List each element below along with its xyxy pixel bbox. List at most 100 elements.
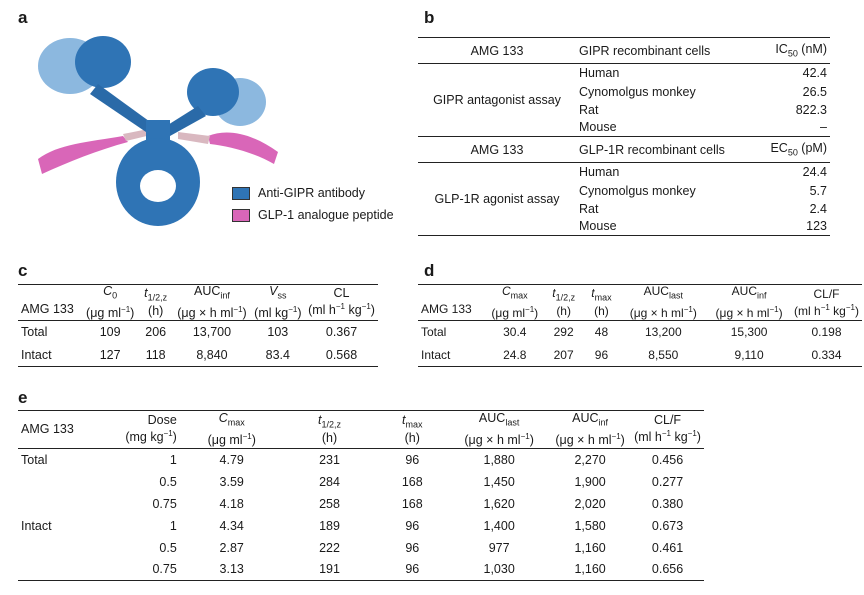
- legend-item-antibody: Anti-GIPR antibody: [232, 186, 365, 200]
- b-h2-cells: GLP-1R recombinant cells: [579, 142, 725, 157]
- b-species: Mouse: [579, 219, 617, 234]
- d-cell: 9,110: [734, 347, 764, 362]
- table-row: 0.75 4.18 258 168 1,620 2,020 0.380: [18, 493, 704, 515]
- e-cell: [18, 493, 100, 515]
- c-h-amg: AMG 133: [21, 302, 74, 316]
- panel-label-e: e: [18, 388, 28, 407]
- e-cell: 168: [401, 474, 423, 489]
- e-cell: 0.656: [651, 562, 684, 577]
- e-cell: 0.75: [152, 562, 177, 577]
- c-cell: 127: [99, 347, 121, 362]
- panel-label-b: b: [424, 8, 435, 27]
- e-cell: 1,160: [574, 540, 606, 555]
- e-cell: 189: [319, 518, 340, 533]
- table-row: Cynomolgus monkey 26.5: [418, 83, 830, 101]
- b-species: Mouse: [579, 120, 617, 135]
- e-h-thalf: t1/2,z (h): [318, 413, 341, 445]
- peptide-swatch: [232, 208, 250, 222]
- antibody-swatch: [232, 186, 250, 200]
- d-h-auclast: AUClast (μg × h ml−1): [629, 284, 697, 320]
- b-species: Rat: [579, 201, 599, 216]
- e-cell: 1,160: [574, 562, 606, 577]
- e-cell: 168: [401, 496, 423, 511]
- table-row: Total 30.4 292 48 13,200 15,300 0.198: [418, 321, 862, 344]
- b-species: Human: [579, 66, 620, 81]
- e-cell: 2.87: [219, 540, 244, 555]
- c-cell: 103: [267, 325, 289, 340]
- e-cell: 2,270: [574, 452, 606, 467]
- e-cell: 96: [405, 452, 420, 467]
- e-cell: 0.456: [651, 452, 684, 467]
- table-c-pk: AMG 133 C0 (μg ml−1) t1/2,z (h) AUCinf (μg …: [18, 284, 378, 367]
- fc-hole: [140, 170, 176, 202]
- linker-right: [178, 132, 210, 144]
- d-h-clf: CL/F (ml h−1 kg−1): [794, 286, 859, 318]
- e-cell: 0.277: [651, 474, 684, 489]
- b-h2-amg: AMG 133: [470, 142, 524, 157]
- d-cell: 292: [553, 325, 574, 340]
- d-cell: 48: [594, 325, 609, 340]
- table-e-pk: AMG 133 Dose (mg kg−1) Cmax (μg ml−1) t1/2…: [18, 410, 704, 581]
- e-cell: 96: [405, 562, 420, 577]
- e-h-aucinf: AUCinf (μg × h ml−1): [555, 411, 625, 447]
- c-cell: 109: [99, 325, 121, 340]
- b-species: Human: [579, 165, 620, 180]
- e-cell: [18, 537, 100, 559]
- table-d-pk: AMG 133 Cmax (μg ml−1) t1/2,z (h) tmax (h) …: [418, 284, 862, 367]
- e-cell: 0.75: [152, 496, 177, 511]
- c-cell: 13,700: [192, 325, 232, 340]
- e-cell: 231: [319, 452, 340, 467]
- table-row: Intact 24.8 207 96 8,550 9,110 0.334: [418, 344, 862, 367]
- b-assay-gipr: GIPR antagonist assay: [433, 93, 561, 107]
- panel-label-a: a: [18, 8, 28, 27]
- e-cell: 1: [169, 452, 177, 467]
- b-assay-glp1r: GLP-1R agonist assay: [434, 192, 560, 206]
- b-value: –: [820, 120, 827, 135]
- d-h-tmax: tmax (h): [591, 286, 612, 318]
- c-h-vss: Vss (ml kg−1): [254, 284, 302, 320]
- table-c-header: AMG 133 C0 (μg ml−1) t1/2,z (h) AUCinf (μg …: [18, 284, 378, 321]
- e-cell: 977: [488, 540, 510, 555]
- d-h-thalf: t1/2,z (h): [552, 286, 576, 318]
- e-cell: 1,900: [574, 474, 606, 489]
- table-b-header-1: AMG 133 GIPR recombinant cells IC50 (nM): [418, 37, 830, 64]
- e-cell: 1: [169, 518, 177, 533]
- d-cell: 24.8: [503, 347, 527, 362]
- b-h-amg: AMG 133: [470, 43, 524, 58]
- b-value: 822.3: [795, 102, 827, 117]
- e-cell: 1,880: [483, 452, 515, 467]
- panel-label-c: c: [18, 261, 28, 280]
- b-species: Cynomolgus monkey: [579, 183, 696, 198]
- peptide-right: [208, 132, 278, 164]
- legend-peptide-label: GLP-1 analogue peptide: [258, 208, 394, 222]
- e-cell: 96: [405, 540, 420, 555]
- c-cell: Total: [21, 325, 48, 340]
- e-cell: 1,580: [574, 518, 606, 533]
- e-h-amg: AMG 133: [21, 422, 74, 436]
- fab-left-heavy: [75, 36, 131, 88]
- b-species: Rat: [579, 102, 599, 117]
- c-cell: 118: [145, 347, 166, 362]
- table-d-header: AMG 133 Cmax (μg ml−1) t1/2,z (h) tmax (h) …: [418, 284, 862, 321]
- table-row: 0.5 3.59 284 168 1,450 1,900 0.277: [18, 471, 704, 493]
- table-row: Mouse –: [418, 119, 830, 137]
- table-row: 0.5 2.87 222 96 977 1,160 0.461: [18, 537, 704, 559]
- e-cell: 1,450: [483, 474, 515, 489]
- b-value: 42.4: [802, 66, 827, 81]
- d-cell: 0.334: [811, 347, 842, 362]
- e-cell: 2,020: [574, 496, 606, 511]
- antibody-molecule-illustration: [38, 36, 278, 226]
- d-cell: Total: [421, 325, 447, 340]
- table-row: Intact 1 4.34 189 96 1,400 1,580 0.673: [18, 515, 704, 537]
- table-row: Rat 822.3: [418, 101, 830, 119]
- e-cell: 0.673: [651, 518, 684, 533]
- c-cell: 206: [145, 325, 167, 340]
- e-cell: Total: [21, 452, 48, 467]
- e-cell: [18, 471, 100, 493]
- b-value: 2.4: [809, 201, 827, 216]
- e-h-dose: Dose (mg kg−1): [125, 413, 177, 445]
- e-cell: 0.380: [651, 496, 684, 511]
- table-row: GIPR antagonist assay Human 42.4: [418, 64, 830, 107]
- e-cell: 0.5: [159, 474, 177, 489]
- e-h-cmax: Cmax (μg ml−1): [207, 411, 256, 447]
